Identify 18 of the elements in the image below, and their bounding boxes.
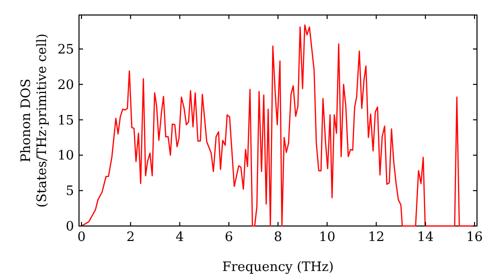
x-tick-label: 8 [274,230,282,245]
x-tick-label: 4 [176,230,184,245]
y-tick-label: 25 [57,42,74,58]
x-tick-label: 0 [77,230,86,245]
y-tick-label: 5 [66,184,74,200]
line-series [80,24,476,227]
y-tick-label: 15 [57,113,74,128]
x-tick-label: 2 [126,230,135,245]
y-axis-title: Phonon DOS (States/THz·primitive cell) [19,33,50,208]
x-tick-label: 6 [224,230,234,245]
x-tick-label: 16 [466,230,483,245]
y-tick-label: 20 [57,78,74,93]
y-tick-label: 0 [66,220,74,235]
x-axis-title: Frequency (THz) [222,260,334,275]
x-tick-label: 14 [417,230,434,245]
x-tick-label: 12 [368,230,385,245]
y-tick-label: 10 [57,148,74,164]
x-tick-label: 10 [318,230,336,245]
